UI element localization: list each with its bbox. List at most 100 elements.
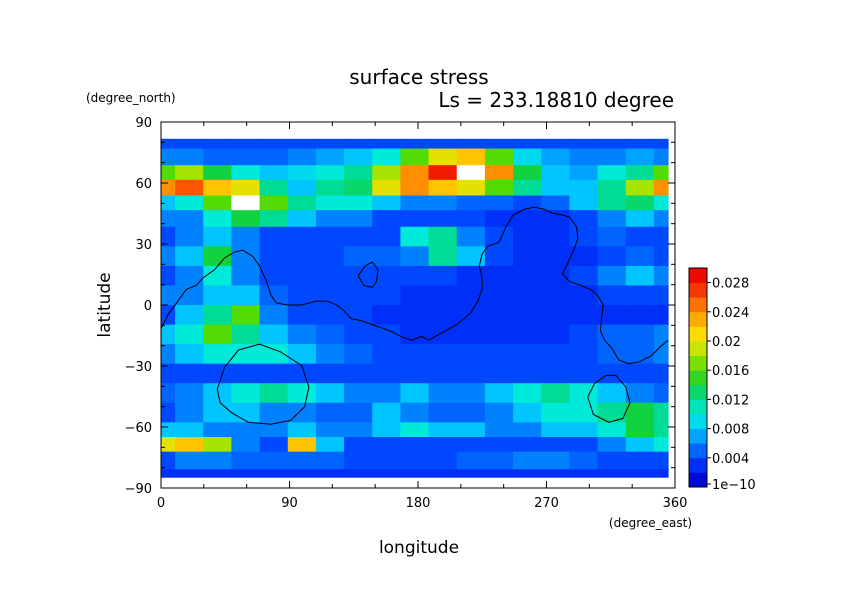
heatmap-cell — [175, 210, 204, 228]
heatmap-cell — [344, 305, 373, 326]
heatmap-cell — [161, 226, 176, 247]
heatmap-cell — [569, 165, 599, 181]
heatmap-cell — [231, 451, 261, 470]
heatmap-cell — [625, 344, 655, 365]
heatmap-cell — [400, 344, 430, 365]
heatmap-cell — [372, 285, 402, 306]
colorbar-label: 1e−10 — [712, 478, 756, 493]
heatmap-cell — [231, 285, 261, 306]
heatmap-cell — [315, 165, 345, 181]
heatmap-cell — [161, 210, 176, 228]
heatmap-cell — [456, 246, 486, 267]
heatmap-cell — [344, 165, 373, 181]
colorbar-swatch — [689, 297, 707, 313]
heatmap-cell — [653, 344, 669, 365]
heatmap-cell — [569, 422, 599, 438]
heatmap-cell — [287, 210, 317, 228]
chart-subtitle: Ls = 233.18810 degree — [438, 88, 674, 112]
heatmap-cell — [456, 226, 486, 247]
heatmap-cell — [597, 451, 627, 470]
y-tick-label: −30 — [125, 360, 152, 375]
heatmap-cell — [231, 469, 261, 478]
heatmap-cell — [400, 246, 430, 267]
heatmap-cell — [175, 422, 204, 438]
heatmap-cell — [203, 437, 233, 453]
heatmap-cell — [231, 402, 261, 423]
heatmap-cell — [428, 402, 458, 423]
heatmap-cell — [175, 226, 204, 247]
heatmap-cell — [400, 469, 430, 478]
heatmap-cell — [428, 383, 458, 404]
heatmap-cell — [400, 210, 430, 228]
heatmap-cell — [541, 451, 571, 470]
y-tick-label: 90 — [135, 116, 152, 131]
y-tick-label: 0 — [144, 299, 152, 314]
heatmap-cell — [259, 226, 289, 247]
heatmap-cell — [315, 210, 345, 228]
heatmap-cell — [231, 179, 261, 197]
heatmap-cell — [428, 437, 458, 453]
heatmap-cell — [456, 422, 486, 438]
heatmap-cell — [203, 265, 233, 287]
heatmap-cell — [344, 363, 373, 384]
heatmap-cell — [653, 324, 669, 345]
heatmap-cell — [259, 179, 289, 197]
heatmap-cell — [428, 324, 458, 345]
colorbar-label: 0.004 — [712, 452, 749, 467]
heatmap-cell — [513, 148, 542, 166]
heatmap-cell — [344, 402, 373, 423]
heatmap-cell — [161, 195, 176, 211]
colorbar-label: 0.02 — [712, 335, 741, 350]
heatmap-cell — [428, 344, 458, 365]
heatmap-cell — [231, 195, 261, 211]
heatmap-cell — [203, 165, 233, 181]
heatmap-cell — [625, 402, 655, 423]
heatmap-cell — [541, 383, 571, 404]
colorbar-swatch — [689, 399, 707, 415]
heatmap-cell — [372, 226, 402, 247]
heatmap-cell — [400, 226, 430, 247]
heatmap-cell — [400, 285, 430, 306]
heatmap-cell — [175, 383, 204, 404]
heatmap-cell — [513, 324, 542, 345]
heatmap-cell — [541, 344, 571, 365]
heatmap-cell — [231, 383, 261, 404]
heatmap-cell — [541, 165, 571, 181]
heatmap-cell — [175, 148, 204, 166]
heatmap-cell — [541, 265, 571, 287]
heatmap-cell — [259, 305, 289, 326]
heatmap-cell — [625, 305, 655, 326]
heatmap-cell — [597, 383, 627, 404]
heatmap-cell — [456, 179, 486, 197]
heatmap-cell — [597, 402, 627, 423]
heatmap-cell — [259, 165, 289, 181]
heatmap-cell — [315, 246, 345, 267]
heatmap-cell — [161, 138, 176, 150]
heatmap-cell — [513, 469, 542, 478]
heatmap-cell — [315, 402, 345, 423]
heatmap-cell — [653, 451, 669, 470]
heatmap-cell — [653, 437, 669, 453]
heatmap-cell — [315, 324, 345, 345]
heatmap-cell — [400, 324, 430, 345]
heatmap-cell — [287, 165, 317, 181]
heatmap-cell — [597, 165, 627, 181]
heatmap-cell — [541, 402, 571, 423]
heatmap-cell — [259, 383, 289, 404]
heatmap-cell — [428, 210, 458, 228]
heatmap-cell — [569, 148, 599, 166]
x-tick-label: 360 — [663, 496, 688, 511]
heatmap-cell — [653, 165, 669, 181]
heatmap-cell — [372, 451, 402, 470]
heatmap-cell — [287, 138, 317, 150]
heatmap-cell — [372, 138, 402, 150]
heatmap-cell — [175, 344, 204, 365]
heatmap-cell — [513, 344, 542, 365]
heatmap-cell — [372, 246, 402, 267]
heatmap-cell — [569, 363, 599, 384]
heatmap-cell — [653, 246, 669, 267]
heatmap-cell — [513, 138, 542, 150]
heatmap-field — [161, 138, 669, 478]
heatmap-cell — [400, 402, 430, 423]
heatmap-cell — [231, 148, 261, 166]
